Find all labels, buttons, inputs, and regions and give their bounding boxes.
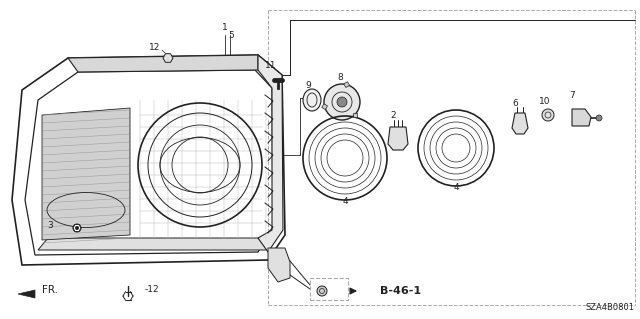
Text: 3: 3 — [47, 220, 53, 229]
Text: -12: -12 — [145, 286, 159, 294]
Text: 11: 11 — [265, 62, 276, 70]
Text: 5: 5 — [228, 31, 234, 40]
Polygon shape — [353, 113, 357, 117]
Bar — [310, 278, 348, 300]
Polygon shape — [68, 55, 258, 72]
Circle shape — [317, 286, 327, 296]
Circle shape — [324, 84, 360, 120]
Polygon shape — [388, 127, 408, 150]
Polygon shape — [42, 108, 130, 240]
Text: 4: 4 — [453, 183, 459, 192]
Text: FR.: FR. — [42, 285, 58, 295]
Text: 1: 1 — [222, 24, 228, 33]
Text: 2: 2 — [390, 110, 396, 120]
Polygon shape — [512, 113, 528, 134]
Polygon shape — [38, 238, 268, 250]
Text: 7: 7 — [569, 92, 575, 100]
Circle shape — [337, 97, 347, 107]
Text: 9: 9 — [305, 81, 311, 91]
Text: 6: 6 — [512, 99, 518, 108]
Polygon shape — [18, 290, 35, 298]
Polygon shape — [163, 54, 173, 62]
Polygon shape — [258, 55, 283, 252]
Circle shape — [75, 226, 79, 230]
Circle shape — [542, 109, 554, 121]
Text: 4: 4 — [342, 197, 348, 206]
Ellipse shape — [303, 89, 321, 111]
Circle shape — [73, 224, 81, 232]
Polygon shape — [344, 82, 349, 87]
Text: B-46-1: B-46-1 — [380, 286, 421, 296]
Text: SZA4B0801: SZA4B0801 — [586, 303, 634, 313]
Polygon shape — [268, 248, 290, 282]
Circle shape — [596, 115, 602, 121]
Polygon shape — [322, 104, 328, 109]
Text: 8: 8 — [337, 73, 343, 83]
Polygon shape — [572, 109, 591, 126]
Text: 10: 10 — [540, 98, 551, 107]
Text: 12: 12 — [149, 43, 161, 53]
